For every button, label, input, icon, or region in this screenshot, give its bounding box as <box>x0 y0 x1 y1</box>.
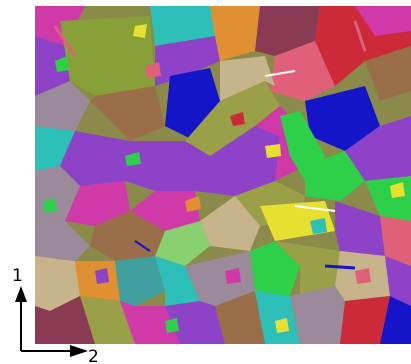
grain <box>275 241 340 296</box>
axis-2-arrowhead <box>70 345 88 357</box>
grain <box>95 268 109 284</box>
axis-2-label: 2 <box>88 347 99 364</box>
grain <box>155 256 200 306</box>
grain <box>255 6 320 56</box>
grain <box>155 36 220 86</box>
grain <box>35 81 90 131</box>
grain-twin <box>294 205 336 212</box>
grain <box>35 256 80 311</box>
grain <box>380 216 411 266</box>
grain <box>35 6 85 46</box>
grain <box>145 62 161 78</box>
grain-orientation-map <box>35 6 411 344</box>
grain <box>210 6 260 61</box>
grain <box>35 36 70 96</box>
grain <box>380 296 411 344</box>
grain <box>305 86 380 151</box>
grain-twin <box>53 25 77 57</box>
grain-twin <box>324 264 356 270</box>
grain <box>65 181 130 226</box>
grain-twin <box>134 240 151 252</box>
grain <box>355 6 411 36</box>
grain <box>90 86 165 141</box>
grain <box>335 201 385 256</box>
grain <box>390 182 405 198</box>
grain <box>250 241 300 296</box>
grain <box>365 46 411 101</box>
axis-1-arrowhead <box>15 286 27 302</box>
grain <box>55 56 69 72</box>
grain <box>385 256 411 306</box>
grain <box>345 116 411 181</box>
grain-twin <box>264 70 296 77</box>
grain <box>120 301 180 344</box>
grain <box>115 256 165 306</box>
grain <box>340 296 390 344</box>
grain <box>355 268 371 284</box>
grain <box>215 291 265 344</box>
grain <box>220 56 275 101</box>
grain <box>60 131 130 186</box>
grain <box>290 286 345 344</box>
grain <box>275 318 289 333</box>
grain <box>125 141 210 191</box>
grain <box>200 196 260 251</box>
grain <box>35 221 90 261</box>
grain <box>225 268 241 284</box>
grain-twin <box>353 20 367 52</box>
grain-map-svg <box>35 6 411 344</box>
grain <box>165 318 179 333</box>
grain <box>165 301 225 344</box>
grain <box>60 16 155 96</box>
grain <box>43 198 57 213</box>
grain <box>80 296 135 344</box>
grain <box>305 151 365 201</box>
grain <box>150 6 225 46</box>
grain <box>155 221 210 266</box>
grain <box>230 112 245 126</box>
axis-1-label: 1 <box>12 266 23 286</box>
grain <box>195 126 280 196</box>
grain <box>265 144 281 158</box>
grain <box>185 251 255 306</box>
grain <box>35 296 95 344</box>
grain <box>133 24 147 38</box>
grain <box>270 41 335 101</box>
grain <box>185 196 201 212</box>
grain <box>35 126 75 171</box>
grain <box>310 218 327 234</box>
grain <box>125 152 141 166</box>
